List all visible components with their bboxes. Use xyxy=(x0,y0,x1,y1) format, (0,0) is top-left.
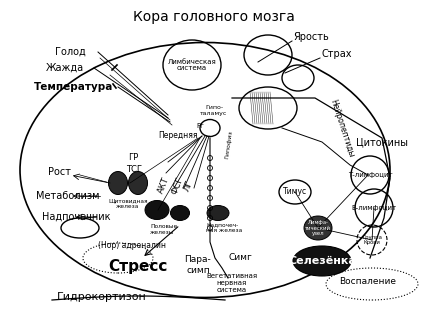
Text: Жажда: Жажда xyxy=(46,63,84,73)
Text: Щитовидная
железа: Щитовидная железа xyxy=(108,198,148,209)
Text: Передняя: Передняя xyxy=(158,132,198,141)
Text: Гипофиз: Гипофиз xyxy=(224,129,233,159)
Text: Половые
железы: Половые железы xyxy=(150,224,177,235)
Text: Пара-
симп: Пара- симп xyxy=(184,255,211,275)
Text: Воспаление: Воспаление xyxy=(339,277,396,286)
Ellipse shape xyxy=(109,171,128,194)
Text: Тимус: Тимус xyxy=(283,188,307,197)
Text: ГР: ГР xyxy=(128,154,138,163)
Text: ЛГ: ЛГ xyxy=(182,179,195,193)
Ellipse shape xyxy=(304,216,332,240)
Text: Стресс: Стресс xyxy=(108,259,168,275)
Text: Селезёнка: Селезёнка xyxy=(288,256,356,266)
Text: Лимфа-
тический
узел: Лимфа- тический узел xyxy=(305,220,331,236)
Ellipse shape xyxy=(170,206,190,220)
Text: Надпочечник: Надпочечник xyxy=(42,212,110,222)
Text: Вегетативная
нервная
система: Вегетативная нервная система xyxy=(206,273,258,293)
Text: Надпочеч-
ная железа: Надпочеч- ная железа xyxy=(206,222,242,233)
Text: Нейропептиды: Нейропептиды xyxy=(328,98,356,158)
Text: Лимбическая
система: Лимбическая система xyxy=(168,58,217,72)
Text: Кора головного мозга: Кора головного мозга xyxy=(133,10,295,24)
Text: Рг: Рг xyxy=(196,123,204,129)
Text: Симг: Симг xyxy=(228,253,252,262)
Ellipse shape xyxy=(207,206,229,220)
Text: Голод: Голод xyxy=(55,47,86,57)
Text: Т-лимфоцит: Т-лимфоцит xyxy=(348,172,392,178)
Text: Группа
Крови: Группа Крови xyxy=(362,234,382,245)
Text: Ярость: Ярость xyxy=(293,32,329,42)
Ellipse shape xyxy=(145,201,169,220)
Text: ФСГ: ФСГ xyxy=(170,176,185,196)
Ellipse shape xyxy=(128,171,148,194)
Ellipse shape xyxy=(293,246,351,276)
Text: (Нор) адреналин: (Нор) адреналин xyxy=(98,242,166,250)
Text: Температура: Температура xyxy=(34,82,113,92)
Text: Гидрокортизон: Гидрокортизон xyxy=(57,292,147,302)
Text: Гипо-
таламус: Гипо- таламус xyxy=(200,105,228,116)
Text: Цитокины: Цитокины xyxy=(356,137,408,147)
Text: В-лимфоцит: В-лимфоцит xyxy=(351,205,397,211)
Text: АКТ: АКТ xyxy=(156,175,171,194)
Text: ТСГ: ТСГ xyxy=(126,165,142,174)
Text: Рост: Рост xyxy=(48,167,71,177)
Text: Страх: Страх xyxy=(322,49,353,59)
Text: Метаболизм: Метаболизм xyxy=(36,191,99,201)
